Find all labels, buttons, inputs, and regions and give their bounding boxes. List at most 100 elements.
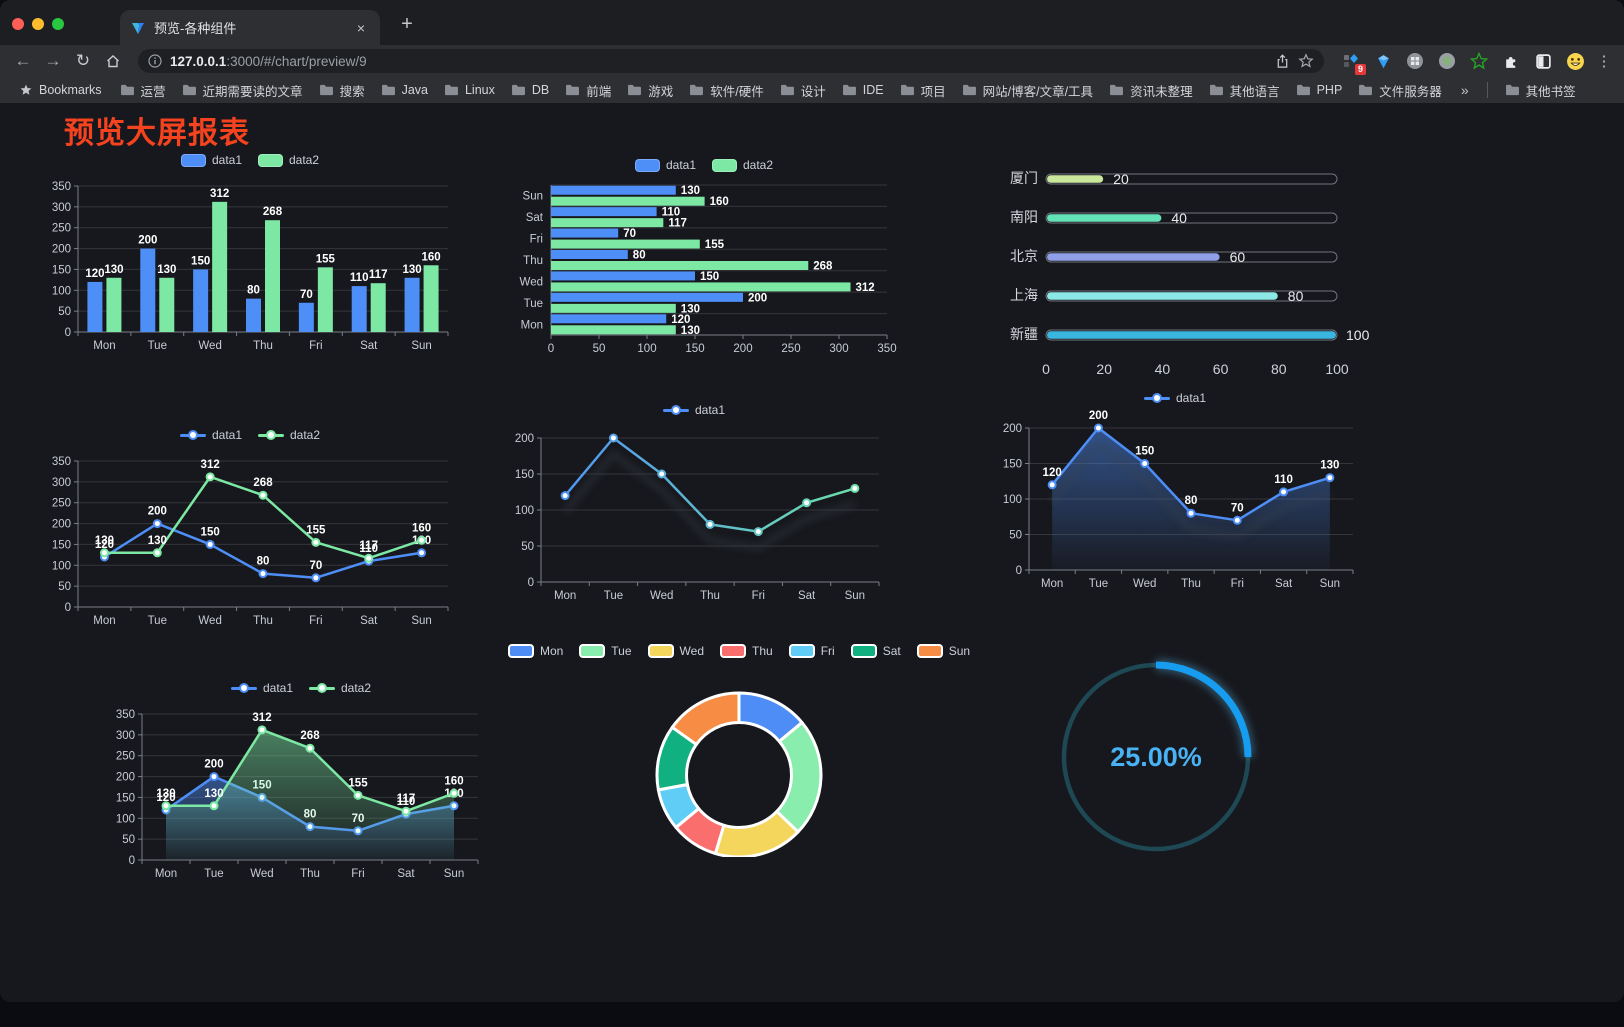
back-icon[interactable]: ← [14,51,32,70]
legend-item-data2[interactable]: data2 [258,153,319,167]
svg-text:120: 120 [1043,467,1062,479]
svg-text:40: 40 [1171,210,1187,226]
bookmark-folder[interactable]: 设计 [773,79,833,102]
legend-swatch [179,430,206,440]
close-window-button[interactable] [12,18,24,30]
tab-close-icon[interactable]: × [356,19,366,36]
puzzle-extension-icon[interactable] [1500,50,1522,72]
bookmark-folder[interactable]: 资讯未整理 [1102,79,1200,102]
contrast-extension-icon[interactable] [1532,50,1554,72]
emoji-extension-icon[interactable] [1564,50,1586,72]
svg-text:120: 120 [85,268,104,280]
legend-item-data1[interactable]: data1 [662,403,726,417]
svg-text:200: 200 [52,244,71,256]
bookmark-folder[interactable]: 软件/硬件 [682,79,770,102]
legend-label: data1 [211,428,242,442]
legend-item-data2[interactable]: data2 [309,681,371,695]
new-tab-button[interactable]: + [401,12,413,35]
bookmark-folder[interactable]: 前端 [558,79,618,102]
svg-text:160: 160 [710,196,729,208]
legend-item-Thu[interactable]: Thu [720,644,773,658]
svg-text:117: 117 [369,269,388,281]
folder-icon [1296,84,1310,96]
legend-item-Wed[interactable]: Wed [647,644,704,658]
legend-item-data1[interactable]: data1 [180,153,242,167]
maximize-window-button[interactable] [52,18,64,30]
svg-text:155: 155 [316,253,336,265]
bookmark-folder[interactable]: 文件服务器 [1351,79,1449,102]
bookmark-folder[interactable]: Java [374,81,435,99]
legend-item-data1[interactable]: data1 [179,428,242,442]
site-info-icon[interactable] [148,54,162,68]
proxy-extension-icon[interactable]: 9 [1340,50,1366,75]
green-star-extension-icon[interactable] [1468,50,1490,72]
svg-text:160: 160 [412,522,431,534]
bookmark-folder[interactable]: 网站/博客/文章/工具 [955,79,1100,102]
svg-text:50: 50 [58,306,71,318]
svg-text:50: 50 [122,834,135,846]
bookmark-folder[interactable]: 近期需要读的文章 [175,79,310,102]
svg-text:200: 200 [733,343,752,355]
bookmark-folder[interactable]: IDE [835,81,891,99]
bookmark-folder[interactable]: DB [504,81,556,99]
legend-item-data1[interactable]: data1 [634,158,696,172]
reload-icon[interactable]: ↻ [75,51,91,70]
browser-tab[interactable]: 预览-各种组件 × [120,10,380,45]
svg-text:130: 130 [157,264,176,276]
gem-extension-icon[interactable] [1372,50,1394,72]
svg-text:150: 150 [515,469,534,481]
bookmark-folder[interactable]: PHP [1289,81,1350,99]
legend-label: Tue [611,644,632,658]
legend-item-Sat[interactable]: Sat [850,644,901,658]
bookmark-folder[interactable]: 游戏 [620,79,680,102]
svg-text:100: 100 [52,560,71,572]
legend-swatch [788,644,815,658]
legend-item-Fri[interactable]: Fri [788,644,835,658]
extensions-row: 9 [1336,50,1590,75]
legend-label: data1 [694,403,726,417]
forward-icon[interactable]: → [44,51,62,70]
bookmark-folder[interactable]: 运营 [113,79,173,102]
share-icon[interactable] [1275,53,1290,69]
svg-text:50: 50 [58,581,71,593]
home-icon[interactable] [100,48,126,74]
svg-text:60: 60 [1213,361,1229,377]
legend-label: Mon [539,644,564,658]
svg-text:268: 268 [813,261,833,273]
bookmark-star-icon[interactable] [1298,53,1314,69]
minimize-window-button[interactable] [32,18,44,30]
folder-icon [319,84,333,96]
svg-text:70: 70 [300,289,313,301]
legend-item-Sun[interactable]: Sun [916,644,970,658]
bookmarks-manager[interactable]: Bookmarks [12,81,109,99]
svg-text:70: 70 [623,228,636,240]
folder-icon [120,84,134,96]
legend-item-data1[interactable]: data1 [1143,391,1206,405]
legend-item-data1[interactable]: data1 [230,681,293,695]
svg-text:350: 350 [116,709,135,721]
svg-text:250: 250 [52,223,71,235]
bookmark-folder[interactable]: 搜索 [312,79,372,102]
svg-text:130: 130 [681,325,700,337]
browser-menu-icon[interactable]: ⋮ [1596,53,1612,70]
svg-text:Sat: Sat [798,590,816,602]
legend-item-data2[interactable]: data2 [258,428,320,442]
svg-text:Sat: Sat [360,615,378,627]
bookmark-folder[interactable]: 其他语言 [1202,79,1287,102]
grid-circle-extension-icon[interactable] [1404,50,1426,72]
tab-favicon-icon [132,22,144,34]
other-bookmarks[interactable]: 其他书签 [1498,79,1583,102]
record-circle-extension-icon[interactable] [1436,50,1458,72]
svg-text:Sun: Sun [523,191,543,203]
legend-item-Mon[interactable]: Mon [507,644,564,658]
url-bar[interactable]: 127.0.0.1:3000/#/chart/preview/9 [138,49,1324,73]
bookmark-folder[interactable]: Linux [437,81,502,99]
bookmark-folder[interactable]: 项目 [893,79,953,102]
legend-item-Tue[interactable]: Tue [579,644,632,658]
chart-legend: data1 data2 [100,678,502,698]
legend-item-data2[interactable]: data2 [712,158,773,172]
svg-text:130: 130 [95,535,114,547]
svg-text:Tue: Tue [604,590,623,602]
bookmarks-overflow-chevron[interactable]: » [1460,82,1469,98]
svg-text:300: 300 [829,343,848,355]
